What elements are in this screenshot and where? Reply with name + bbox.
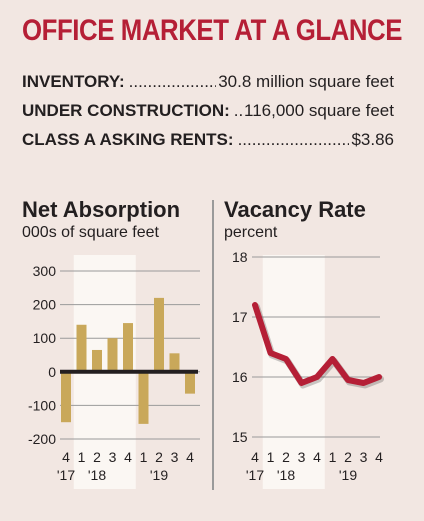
vacancy-ytick-label: 18 bbox=[232, 249, 248, 265]
vacancy-xtick-label: 3 bbox=[298, 449, 306, 465]
dot-leader: ........................................… bbox=[233, 101, 242, 120]
absorption-chart-subtitle: 000s of square feet bbox=[22, 224, 159, 241]
page-title: OFFICE MARKET AT A GLANCE bbox=[22, 14, 403, 47]
absorption-year-label: '17 bbox=[57, 467, 75, 483]
absorption-year-label: '19 bbox=[150, 467, 168, 483]
vacancy-xtick-label: 3 bbox=[360, 449, 368, 465]
absorption-bar bbox=[61, 371, 71, 423]
absorption-xtick-label: 2 bbox=[93, 449, 101, 465]
vacancy-xtick-label: 4 bbox=[251, 449, 259, 465]
stat-class-a-rents: CLASS A ASKING RENTS: ..................… bbox=[22, 130, 394, 152]
absorption-bar bbox=[123, 323, 133, 372]
absorption-xtick-label: 2 bbox=[155, 449, 163, 465]
stat-label: UNDER CONSTRUCTION: bbox=[22, 101, 230, 120]
vacancy-ytick-label: 16 bbox=[232, 369, 248, 385]
vacancy-chart-subtitle: percent bbox=[224, 224, 278, 241]
vacancy-year-label: '18 bbox=[277, 467, 295, 483]
stat-under-construction: UNDER CONSTRUCTION: ....................… bbox=[22, 101, 394, 123]
absorption-bar bbox=[92, 349, 102, 372]
stat-value: 116,000 square feet bbox=[244, 101, 394, 120]
absorption-bar bbox=[76, 324, 87, 372]
absorption-bar bbox=[185, 371, 195, 394]
panel-divider bbox=[212, 200, 214, 490]
dot-leader: ........................................… bbox=[237, 130, 350, 149]
stat-value: $3.86 bbox=[351, 130, 394, 149]
vacancy-xtick-label: 2 bbox=[282, 449, 290, 465]
vacancy-xtick-label: 4 bbox=[375, 449, 383, 465]
vacancy-chart-title: Vacancy Rate bbox=[224, 197, 366, 222]
absorption-ytick-label: 200 bbox=[33, 297, 57, 313]
absorption-chart-title: Net Absorption bbox=[22, 197, 181, 222]
absorption-ytick-label: -200 bbox=[28, 431, 56, 447]
stat-label: CLASS A ASKING RENTS: bbox=[22, 130, 234, 149]
vacancy-line bbox=[252, 302, 382, 386]
absorption-bar bbox=[107, 338, 118, 372]
absorption-year-label: '18 bbox=[88, 467, 106, 483]
absorption-xtick-label: 1 bbox=[140, 449, 148, 465]
vacancy-xtick-label: 1 bbox=[267, 449, 275, 465]
absorption-xtick-label: 4 bbox=[62, 449, 70, 465]
vacancy-year-label: '17 bbox=[246, 467, 264, 483]
absorption-xtick-label: 4 bbox=[186, 449, 194, 465]
vacancy-xtick-label: 1 bbox=[329, 449, 337, 465]
absorption-ytick-label: 300 bbox=[33, 263, 57, 279]
absorption-ytick-label: -100 bbox=[28, 397, 56, 413]
vacancy-year-label: '19 bbox=[339, 467, 357, 483]
dot-leader: ........................................… bbox=[128, 72, 217, 91]
absorption-ytick-label: 100 bbox=[33, 330, 57, 346]
absorption-bar bbox=[138, 371, 149, 424]
absorption-bar bbox=[154, 297, 164, 372]
absorption-ytick-label: 0 bbox=[48, 364, 56, 380]
absorption-xtick-label: 3 bbox=[109, 449, 117, 465]
vacancy-ytick-label: 17 bbox=[232, 309, 248, 325]
stat-label: INVENTORY: bbox=[22, 72, 125, 91]
vacancy-ytick-label: 15 bbox=[232, 429, 248, 445]
absorption-xtick-label: 1 bbox=[78, 449, 86, 465]
stat-value: 30.8 million square feet bbox=[218, 72, 394, 91]
absorption-xtick-label: 3 bbox=[171, 449, 179, 465]
absorption-xtick-label: 4 bbox=[124, 449, 132, 465]
vacancy-xtick-label: 2 bbox=[344, 449, 352, 465]
absorption-bar bbox=[169, 353, 180, 372]
vacancy-xtick-label: 4 bbox=[313, 449, 321, 465]
stat-inventory: INVENTORY: .............................… bbox=[22, 72, 394, 94]
